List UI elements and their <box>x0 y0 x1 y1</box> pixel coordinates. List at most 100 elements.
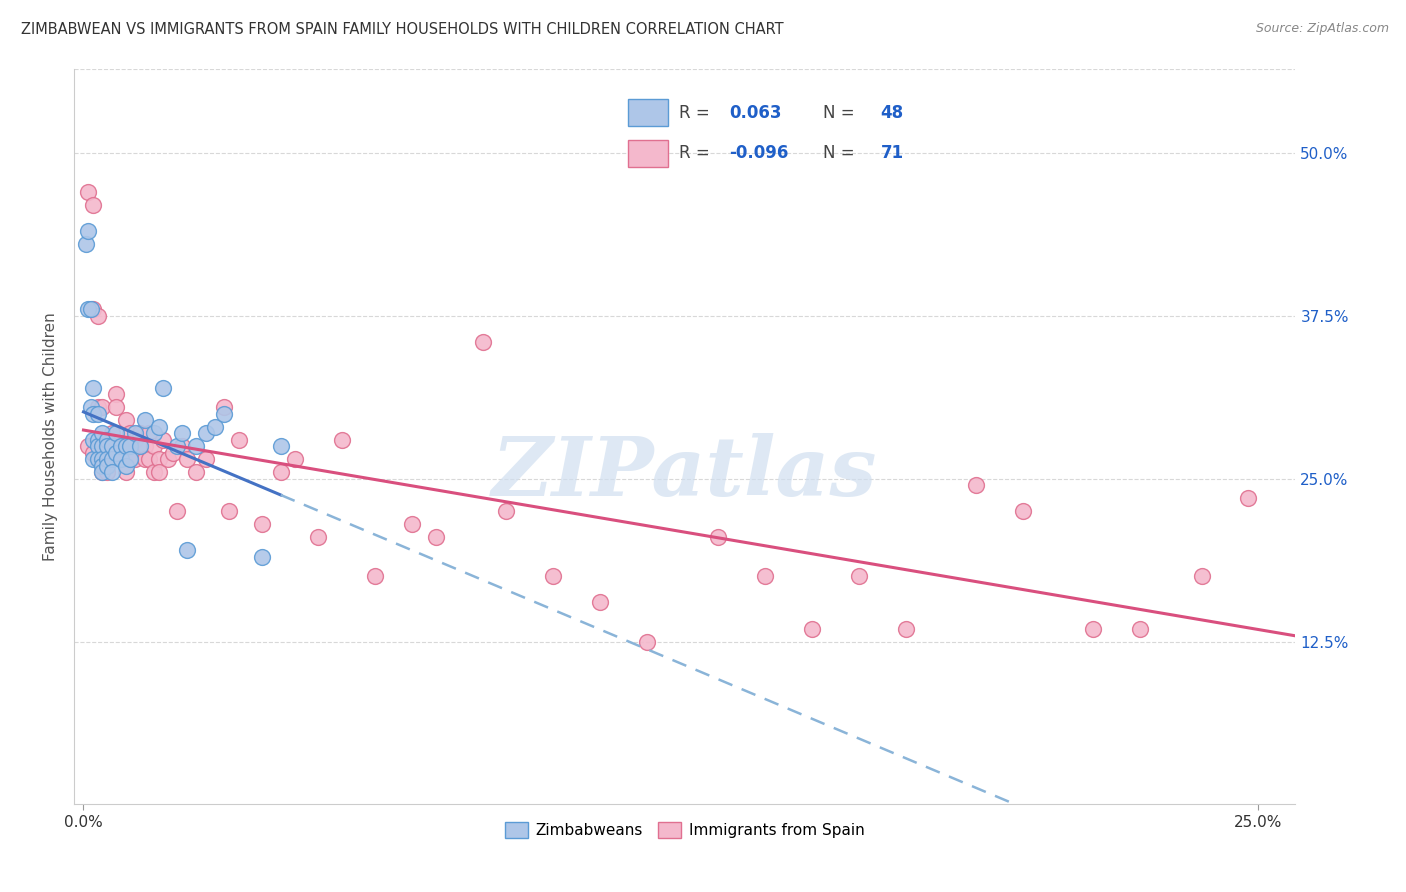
Point <box>138 452 160 467</box>
Point <box>110 452 132 467</box>
Point <box>82 433 104 447</box>
Point <box>100 446 122 460</box>
Point <box>105 387 128 401</box>
Point <box>270 465 292 479</box>
Point <box>401 517 423 532</box>
Point <box>589 595 612 609</box>
Point <box>186 439 208 453</box>
Point <box>1012 504 1035 518</box>
Point <box>148 452 170 467</box>
Point <box>128 439 150 453</box>
Point <box>148 419 170 434</box>
Point <box>471 334 494 349</box>
Point <box>77 186 100 200</box>
Point <box>105 446 128 460</box>
Point <box>214 400 236 414</box>
Point <box>186 465 208 479</box>
Point <box>114 465 136 479</box>
Point <box>91 458 114 473</box>
Point <box>114 413 136 427</box>
Point <box>86 433 108 447</box>
Point <box>541 569 564 583</box>
Point <box>100 426 122 441</box>
Text: ZIMBABWEAN VS IMMIGRANTS FROM SPAIN FAMILY HOUSEHOLDS WITH CHILDREN CORRELATION : ZIMBABWEAN VS IMMIGRANTS FROM SPAIN FAMI… <box>21 22 783 37</box>
Point <box>79 302 101 317</box>
Point <box>86 400 108 414</box>
Point <box>495 504 517 518</box>
Point <box>77 302 100 317</box>
Point <box>204 419 226 434</box>
Point <box>96 439 118 453</box>
Point <box>124 426 146 441</box>
Point <box>124 452 146 467</box>
Point <box>138 426 160 441</box>
Point <box>162 446 184 460</box>
Point <box>134 413 156 427</box>
Point <box>82 302 104 317</box>
Point <box>96 452 118 467</box>
Point <box>124 433 146 447</box>
Point <box>754 569 776 583</box>
Point <box>307 530 329 544</box>
Point <box>894 622 917 636</box>
Point <box>86 452 108 467</box>
Point <box>166 439 188 453</box>
Point <box>120 452 142 467</box>
Point <box>91 465 114 479</box>
Point <box>114 458 136 473</box>
Point <box>364 569 387 583</box>
Point <box>105 446 128 460</box>
Point <box>91 465 114 479</box>
Point <box>250 549 273 564</box>
Point <box>218 504 240 518</box>
Point <box>1129 622 1152 636</box>
Point <box>176 543 198 558</box>
Point <box>86 439 108 453</box>
Point <box>1237 491 1260 506</box>
Point <box>636 634 658 648</box>
Point <box>148 465 170 479</box>
Point <box>120 452 142 467</box>
Point <box>152 433 174 447</box>
Point <box>128 426 150 441</box>
Point <box>82 198 104 212</box>
Point <box>96 465 118 479</box>
Point <box>142 426 165 441</box>
Point <box>284 452 307 467</box>
Point <box>142 439 165 453</box>
Point <box>91 426 114 441</box>
Point <box>105 426 128 441</box>
Point <box>77 224 100 238</box>
Point <box>176 452 198 467</box>
Point <box>425 530 447 544</box>
Point <box>96 458 118 473</box>
Point <box>250 517 273 532</box>
Point <box>75 237 97 252</box>
Point <box>228 433 250 447</box>
Point <box>110 452 132 467</box>
Point <box>1191 569 1213 583</box>
Point <box>86 407 108 421</box>
Point <box>270 439 292 453</box>
Point <box>330 433 353 447</box>
Y-axis label: Family Households with Children: Family Households with Children <box>44 312 58 561</box>
Point <box>142 465 165 479</box>
Point <box>100 465 122 479</box>
Point <box>110 439 132 453</box>
Point <box>91 452 114 467</box>
Point <box>172 439 194 453</box>
Point <box>134 452 156 467</box>
Point <box>120 426 142 441</box>
Point <box>86 309 108 323</box>
Point <box>214 407 236 421</box>
Point <box>100 452 122 467</box>
Point <box>105 400 128 414</box>
Point <box>82 446 104 460</box>
Point <box>91 439 114 453</box>
Point <box>82 452 104 467</box>
Point <box>96 439 118 453</box>
Text: Source: ZipAtlas.com: Source: ZipAtlas.com <box>1256 22 1389 36</box>
Point <box>91 446 114 460</box>
Point <box>86 452 108 467</box>
Point <box>110 439 132 453</box>
